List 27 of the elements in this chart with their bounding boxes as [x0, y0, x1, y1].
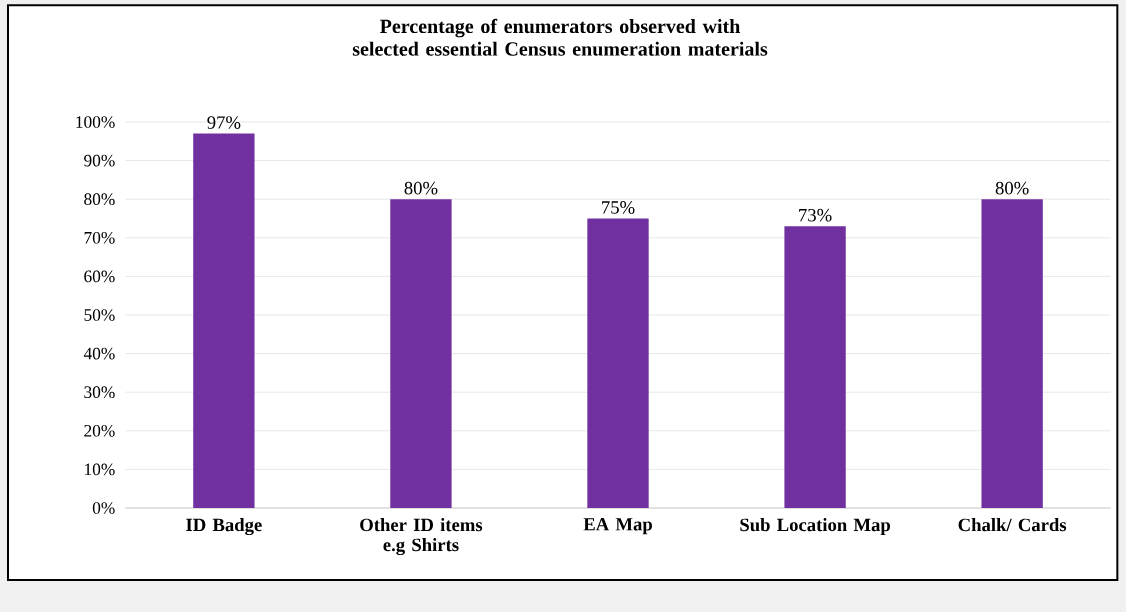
y-tick-label: 70%: [84, 231, 115, 244]
bar: [193, 133, 255, 508]
y-tick-label: 30%: [84, 386, 115, 399]
y-tick-label: 90%: [84, 154, 115, 167]
y-tick-label: 50%: [84, 309, 115, 321]
x-tick-label: Chalk/ Cards: [958, 518, 1067, 532]
y-tick-label: 0%: [92, 502, 115, 514]
y-tick-label: 60%: [84, 270, 115, 283]
y-tick-label: 80%: [84, 193, 115, 206]
x-tick-label: Sub Location Map: [740, 518, 891, 535]
y-tick-label: 20%: [84, 424, 115, 437]
data-label: 75%: [602, 201, 635, 214]
data-label: 80%: [995, 181, 1029, 195]
bar: [981, 199, 1043, 508]
bar: [587, 218, 649, 508]
y-tick-label: 40%: [83, 347, 115, 360]
x-tick-label: ID Badge: [186, 518, 262, 536]
bar: [784, 226, 846, 508]
data-label: 73%: [799, 208, 832, 222]
data-label: 80%: [404, 181, 438, 195]
x-tick-label: Other ID items e.g Shirts: [360, 518, 483, 556]
y-tick-label: 100%: [76, 116, 115, 128]
data-label: 97%: [207, 116, 241, 129]
y-tick-label: 10%: [85, 463, 115, 476]
x-tick-label: EA Map: [583, 518, 652, 535]
chart-title: Percentage of enumerators observed with selected essential Census enumeration materials: [352, 18, 768, 56]
bar: [390, 199, 452, 508]
